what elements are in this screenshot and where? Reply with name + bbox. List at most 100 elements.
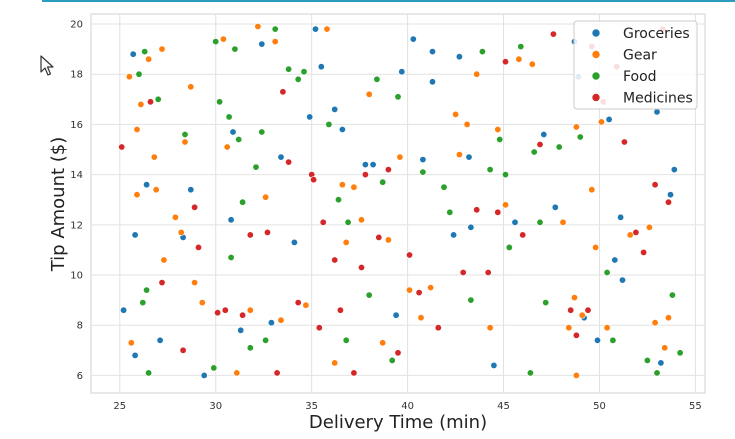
point-gear (486, 324, 494, 332)
point-gear (150, 153, 158, 161)
point-food (419, 168, 427, 176)
legend-marker-groceries (591, 28, 601, 38)
point-food (252, 163, 260, 171)
point-food (135, 70, 143, 78)
y-tick-label: 10 (70, 271, 83, 282)
point-medicines (572, 331, 580, 339)
point-gear (191, 279, 199, 287)
point-gear (133, 126, 141, 134)
point-medicines (221, 306, 229, 314)
point-groceries (277, 153, 285, 161)
point-gear (452, 110, 460, 118)
point-gear (463, 120, 471, 128)
point-groceries (605, 115, 613, 123)
point-medicines (584, 306, 592, 314)
point-groceries (317, 63, 325, 71)
point-gear (473, 70, 481, 78)
point-gear (365, 90, 373, 98)
point-gear (645, 223, 653, 231)
point-food (258, 128, 266, 136)
point-medicines (315, 324, 323, 332)
point-gear (664, 314, 672, 322)
point-groceries (143, 181, 151, 189)
point-groceries (398, 68, 406, 76)
point-food (394, 93, 402, 101)
point-groceries (670, 166, 678, 174)
point-groceries (511, 218, 519, 226)
point-food (235, 136, 243, 144)
y-tick-label: 20 (70, 20, 83, 31)
point-gear (597, 118, 605, 126)
point-food (446, 208, 454, 216)
point-medicines (357, 263, 365, 271)
point-groceries (338, 126, 346, 134)
point-food (239, 198, 247, 206)
point-medicines (519, 231, 527, 239)
point-medicines (310, 176, 318, 184)
point-food (334, 196, 342, 204)
point-groceries (311, 25, 319, 33)
y-tick-label: 16 (70, 120, 83, 131)
point-gear (145, 55, 153, 63)
point-gear (331, 359, 339, 367)
y-tick-label: 12 (70, 220, 83, 231)
point-groceries (419, 156, 427, 164)
point-gear (223, 143, 231, 151)
point-food (379, 178, 387, 186)
point-gear (277, 316, 285, 324)
point-groceries (666, 191, 674, 199)
point-food (246, 344, 254, 352)
point-groceries (369, 161, 377, 169)
point-medicines (434, 324, 442, 332)
point-gear (160, 256, 168, 264)
data-points (118, 22, 684, 379)
point-groceries (392, 311, 400, 319)
point-groceries (467, 223, 475, 231)
y-tick-label: 8 (77, 321, 83, 332)
point-gear (565, 324, 573, 332)
legend: Groceries Gear Food Medicines (573, 20, 698, 110)
point-food (576, 133, 584, 141)
point-medicines (384, 166, 392, 174)
point-food (603, 268, 611, 276)
point-gear (350, 183, 358, 191)
point-gear (515, 55, 523, 63)
point-medicines (361, 171, 369, 179)
point-medicines (239, 311, 247, 319)
point-medicines (279, 88, 287, 96)
point-gear (177, 228, 185, 236)
point-gear (501, 201, 509, 209)
point-food (668, 291, 676, 299)
point-food (225, 113, 233, 121)
point-food (365, 291, 373, 299)
legend-marker-food (591, 71, 601, 81)
point-gear (588, 186, 596, 194)
point-gear (127, 339, 135, 347)
point-gear (494, 126, 502, 134)
point-food (440, 183, 448, 191)
point-gear (570, 294, 578, 302)
point-medicines (158, 279, 166, 287)
point-gear (342, 238, 350, 246)
point-gear (181, 138, 189, 146)
point-food (143, 286, 151, 294)
point-gear (379, 339, 387, 347)
point-food (676, 349, 684, 357)
point-medicines (415, 289, 423, 297)
point-groceries (593, 336, 601, 344)
point-groceries (290, 238, 298, 246)
point-food (505, 243, 513, 251)
top-accent-bar (42, 0, 735, 2)
point-food (145, 369, 153, 377)
point-food (388, 356, 396, 364)
point-medicines (536, 141, 544, 149)
point-groceries (200, 371, 208, 379)
point-medicines (459, 268, 467, 276)
point-medicines (336, 306, 344, 314)
point-groceries (156, 336, 164, 344)
point-medicines (405, 251, 413, 259)
x-tick-label: 35 (305, 401, 318, 412)
legend-label-food: Food (623, 69, 657, 85)
point-medicines (567, 306, 575, 314)
